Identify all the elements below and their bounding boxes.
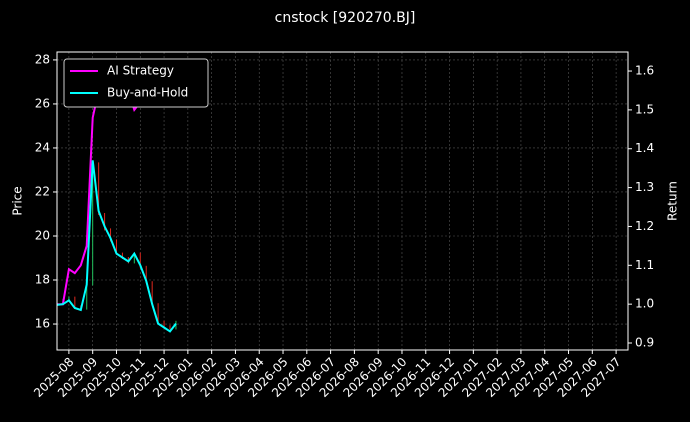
y2-tick-label: 1.3 bbox=[635, 180, 654, 194]
y-tick-label: 26 bbox=[35, 96, 50, 110]
legend-label: Buy-and-Hold bbox=[107, 86, 188, 100]
legend-label: AI Strategy bbox=[107, 64, 174, 78]
y-tick-label: 28 bbox=[35, 52, 50, 66]
y2-tick-label: 0.9 bbox=[635, 336, 654, 350]
legend: AI Strategy Buy-and-Hold bbox=[63, 58, 209, 108]
chart-title: cnstock [920270.BJ] bbox=[275, 10, 416, 26]
legend-box bbox=[63, 58, 209, 108]
y-tick-label: 18 bbox=[35, 273, 50, 287]
y2-tick-label: 1.4 bbox=[635, 141, 654, 155]
y-tick-label: 16 bbox=[35, 317, 50, 331]
series-line bbox=[56, 160, 177, 333]
y2-tick-label: 1.6 bbox=[635, 64, 654, 78]
y2-tick-label: 1.1 bbox=[635, 258, 654, 272]
y2-tick-label: 1.0 bbox=[635, 297, 654, 311]
y-tick-label: 24 bbox=[35, 140, 50, 154]
y2-axis-label: Return bbox=[666, 181, 680, 221]
plot-frame bbox=[56, 51, 629, 351]
y-axis-label: Price bbox=[11, 186, 25, 215]
y2-tick-label: 1.2 bbox=[635, 219, 654, 233]
y2-tick-label: 1.5 bbox=[635, 102, 654, 116]
y-tick-label: 20 bbox=[35, 228, 50, 242]
y-tick-label: 22 bbox=[35, 184, 50, 198]
